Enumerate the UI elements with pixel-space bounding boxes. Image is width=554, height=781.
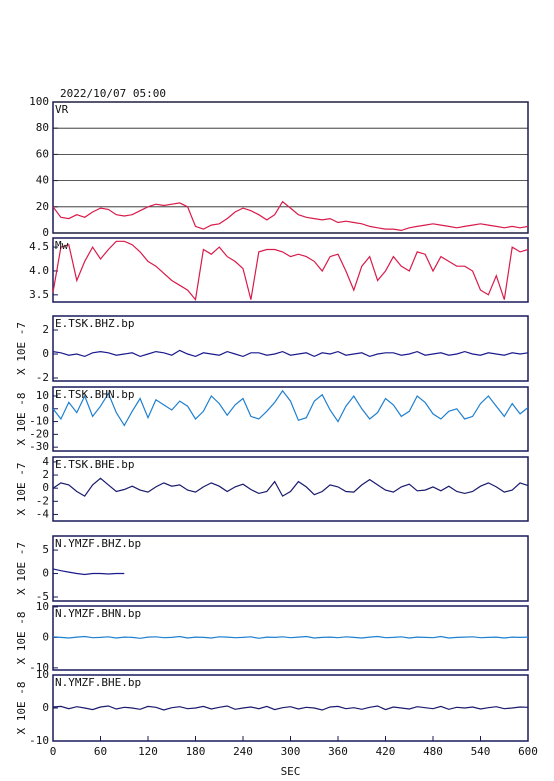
y-tick-label: 40: [36, 174, 49, 187]
y-tick-label: 4.5: [29, 240, 49, 253]
x-tick-label: 360: [328, 745, 348, 758]
panel-label: E.TSK.BHN.bp: [55, 388, 134, 401]
panel-label: Mw: [55, 239, 69, 252]
panel-frame: [52, 535, 529, 602]
x-tick-label: 420: [376, 745, 396, 758]
y-tick-label: 80: [36, 121, 49, 134]
y-tick-label: 10: [36, 389, 49, 402]
trace: [52, 568, 125, 576]
y-tick-label: -20: [29, 427, 49, 440]
y-tick-label: -10: [29, 734, 49, 747]
y-tick-label: -10: [29, 661, 49, 674]
y-tick-label: 0: [42, 701, 49, 714]
trace: [52, 200, 529, 232]
trace: [52, 240, 529, 302]
y-tick-label: 0: [42, 630, 49, 643]
y-tick-label: 20: [36, 200, 49, 213]
trace: [52, 349, 529, 358]
y-tick-label: 4.0: [29, 264, 49, 277]
y-axis-label: X 10E -8: [15, 682, 28, 735]
x-tick-label: 540: [471, 745, 491, 758]
x-axis-label: SEC: [281, 765, 301, 778]
trace: [52, 477, 529, 497]
y-axis-label: X 10E -7: [15, 542, 28, 595]
y-tick-label: 0: [42, 226, 49, 239]
y-tick-label: 2: [42, 468, 49, 481]
y-tick-label: -5: [36, 590, 49, 603]
panel-label: E.TSK.BHZ.bp: [55, 317, 134, 330]
y-tick-label: 0: [42, 347, 49, 360]
x-tick-label: 480: [423, 745, 443, 758]
trace: [52, 705, 529, 711]
panel-label: E.TSK.BHE.bp: [55, 458, 134, 471]
y-tick-label: 60: [36, 147, 49, 160]
y-tick-label: 10: [36, 668, 49, 681]
trace: [52, 635, 529, 639]
y-tick-label: 4: [42, 455, 49, 468]
y-tick-label: -4: [36, 507, 50, 520]
y-tick-label: 3.5: [29, 288, 49, 301]
y-tick-label: 5: [42, 543, 49, 556]
y-axis-label: X 10E -7: [15, 463, 28, 516]
x-tick-label: 600: [518, 745, 538, 758]
x-tick-label: 300: [281, 745, 301, 758]
panel-frame: [52, 101, 529, 234]
chart-title: 2022/10/07 05:00: [60, 87, 166, 100]
panel-frame: [52, 605, 529, 671]
panel-frame: [52, 456, 529, 522]
y-tick-label: 0: [42, 567, 49, 580]
x-tick-label: 0: [50, 745, 57, 758]
y-tick-label: -2: [36, 371, 49, 384]
panel-frame: [52, 237, 529, 303]
x-tick-label: 120: [138, 745, 158, 758]
x-tick-label: 60: [94, 745, 107, 758]
y-tick-label: 0: [42, 402, 49, 415]
y-tick-label: 2: [42, 323, 49, 336]
panel-label: N.YMZF.BHE.bp: [55, 676, 141, 689]
y-tick-label: -2: [36, 494, 49, 507]
panel-label: N.YMZF.BHN.bp: [55, 607, 141, 620]
y-axis-label: X 10E -7: [15, 322, 28, 375]
panel-frame: [52, 315, 529, 382]
y-tick-label: -30: [29, 440, 49, 453]
x-tick-label: 240: [233, 745, 253, 758]
panel-frame: [52, 386, 529, 452]
y-tick-label: 100: [29, 95, 49, 108]
y-tick-label: -10: [29, 415, 49, 428]
y-axis-label: X 10E -8: [15, 393, 28, 446]
trace: [52, 389, 529, 427]
y-tick-label: 0: [42, 481, 49, 494]
panel-label: N.YMZF.BHZ.bp: [55, 537, 141, 550]
x-tick-label: 180: [186, 745, 206, 758]
y-axis-label: X 10E -8: [15, 612, 28, 665]
y-tick-label: 10: [36, 600, 49, 613]
panel-label: VR: [55, 103, 69, 116]
